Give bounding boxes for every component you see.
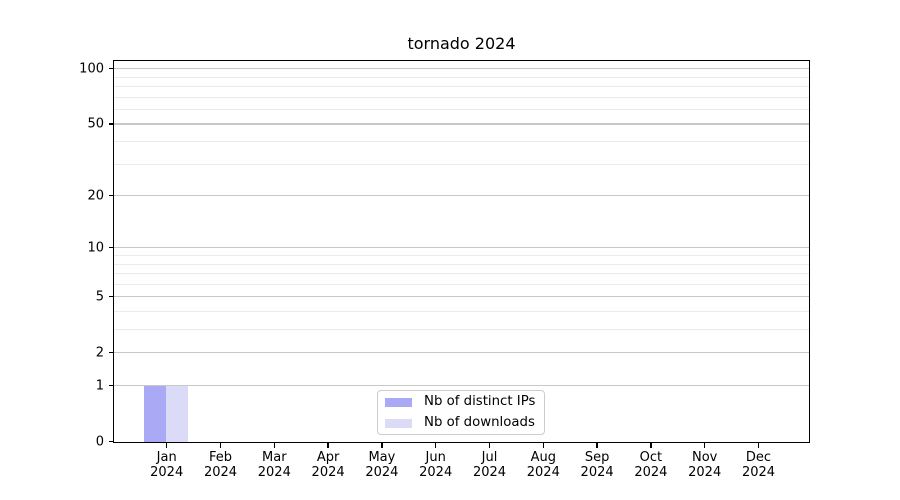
x-tick [435, 443, 437, 448]
gridline-major [114, 352, 809, 354]
chart-title: tornado 2024 [407, 34, 516, 53]
x-tick-label: Jan 2024 [137, 450, 197, 480]
gridline-minor [114, 310, 809, 313]
x-tick-label-month: May [368, 450, 396, 465]
x-tick-label-year: 2024 [150, 465, 184, 480]
x-tick-label-year: 2024 [580, 465, 614, 480]
x-tick-label-year: 2024 [203, 465, 238, 480]
x-tick-label-month: Jan [156, 450, 177, 465]
x-tick-label-month: Oct [639, 450, 663, 465]
x-tick-label-year: 2024 [526, 465, 560, 480]
x-tick-label-year: 2024 [365, 465, 399, 480]
y-tick [109, 352, 113, 354]
y-tick-label: 20 [87, 188, 104, 204]
x-tick-label-year: 2024 [472, 465, 507, 480]
x-tick-label-month: Jul [481, 450, 498, 465]
x-tick-label: Mar 2024 [244, 450, 304, 480]
downloads-swatch [385, 418, 412, 428]
x-tick-label-year: 2024 [419, 465, 453, 480]
x-tick-label-year: 2024 [311, 465, 345, 480]
gridline-major [114, 195, 809, 197]
x-tick-label: Oct 2024 [621, 450, 681, 480]
x-tick-label: Jun 2024 [406, 450, 466, 480]
y-tick-label: 100 [79, 61, 104, 77]
x-tick-label-month: Feb [208, 450, 233, 465]
legend-item-downloads: Nb of downloads [385, 414, 544, 432]
bar-nb-of-downloads [166, 386, 189, 442]
legend: Nb of distinct IPs Nb of downloads [377, 390, 545, 435]
gridline-major [114, 385, 809, 387]
legend-item-distinct-ips: Nb of distinct IPs [385, 393, 544, 411]
x-tick-label: Jul 2024 [460, 450, 520, 480]
bar-nb-of-distinct-ips [144, 386, 167, 442]
y-tick [109, 247, 113, 249]
legend-label-distinct-ips: Nb of distinct IPs [424, 394, 536, 409]
x-tick-label-month: Mar [262, 450, 287, 465]
gridline-major [114, 68, 809, 70]
distinct-ips-swatch [385, 397, 412, 407]
x-tick [704, 443, 706, 448]
legend-label-downloads: Nb of downloads [424, 415, 535, 430]
x-tick [219, 443, 222, 448]
gridline-minor [114, 141, 809, 143]
x-tick-label-month: Aug [530, 450, 556, 465]
y-tick [109, 67, 113, 70]
x-tick [327, 443, 329, 448]
x-tick-label-year: 2024 [257, 465, 291, 480]
x-tick [166, 443, 168, 448]
x-tick-label: Nov 2024 [675, 450, 735, 480]
y-tick [109, 123, 113, 125]
x-tick [542, 443, 544, 448]
y-tick-label: 0 [95, 434, 104, 449]
gridline-minor [114, 86, 809, 88]
x-tick-label-month: Nov [692, 450, 718, 465]
x-tick-label: Dec 2024 [729, 450, 789, 480]
gridline-minor [114, 255, 809, 257]
y-tick-label: 5 [95, 289, 104, 305]
x-tick-label-year: 2024 [741, 465, 776, 480]
x-tick-label: May 2024 [352, 450, 412, 480]
y-tick-label: 2 [95, 345, 104, 361]
x-tick [757, 443, 760, 448]
x-tick [273, 443, 275, 448]
x-tick-label-month: Apr [316, 450, 340, 465]
plot-area [113, 60, 810, 443]
x-tick-label: Aug 2024 [513, 450, 573, 480]
y-tick-label: 1 [95, 378, 104, 393]
gridline-minor [114, 273, 809, 275]
x-tick-label-month: Jun [425, 450, 446, 465]
gridline-major [114, 123, 809, 125]
y-tick [109, 194, 113, 197]
gridline-minor [114, 96, 809, 98]
gridline-minor [114, 283, 809, 285]
x-tick-label-month: Sep [584, 450, 610, 465]
gridline-minor [114, 108, 809, 111]
x-tick [650, 443, 652, 448]
x-tick-label-month: Dec [745, 450, 772, 465]
x-tick [381, 443, 383, 448]
x-tick-label-year: 2024 [634, 465, 668, 480]
gridline-minor [114, 329, 809, 331]
y-tick-label: 10 [87, 240, 104, 256]
y-tick [109, 296, 113, 298]
y-tick-label: 50 [87, 116, 104, 132]
gridline-major [114, 296, 809, 298]
y-tick [109, 440, 113, 443]
gridline-minor [114, 163, 809, 165]
x-tick-label: Apr 2024 [298, 450, 358, 480]
x-tick-label-year: 2024 [688, 465, 722, 480]
gridline-minor [114, 76, 809, 78]
x-tick-label: Sep 2024 [567, 450, 627, 480]
x-tick [488, 443, 491, 448]
gridline-major [114, 247, 809, 249]
y-tick [109, 384, 113, 387]
gridline-minor [114, 263, 809, 265]
x-tick [596, 443, 598, 448]
x-tick-label: Feb 2024 [191, 450, 251, 480]
